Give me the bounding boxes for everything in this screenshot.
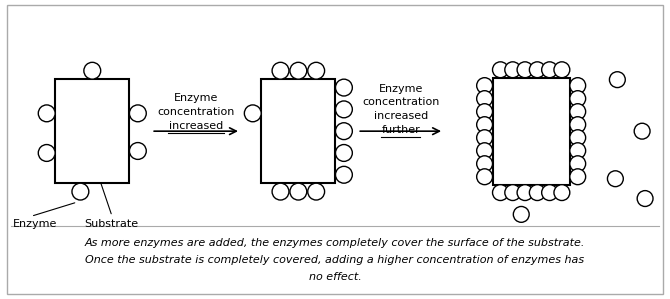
Circle shape bbox=[570, 143, 586, 159]
Circle shape bbox=[513, 207, 529, 222]
Circle shape bbox=[245, 105, 261, 122]
Circle shape bbox=[272, 183, 289, 200]
Text: Enzyme: Enzyme bbox=[13, 219, 58, 229]
Circle shape bbox=[84, 62, 100, 79]
Circle shape bbox=[570, 169, 586, 185]
Text: concentration: concentration bbox=[362, 97, 440, 107]
Circle shape bbox=[72, 183, 89, 200]
Circle shape bbox=[290, 62, 307, 79]
Circle shape bbox=[476, 91, 492, 106]
Circle shape bbox=[336, 166, 352, 183]
Circle shape bbox=[541, 185, 557, 201]
Circle shape bbox=[517, 62, 533, 78]
Circle shape bbox=[541, 62, 557, 78]
Circle shape bbox=[38, 144, 55, 161]
Circle shape bbox=[476, 78, 492, 94]
Circle shape bbox=[129, 143, 146, 159]
Circle shape bbox=[476, 104, 492, 120]
Circle shape bbox=[336, 101, 352, 118]
Circle shape bbox=[608, 171, 623, 187]
Text: concentration: concentration bbox=[157, 107, 234, 117]
Circle shape bbox=[570, 104, 586, 120]
Circle shape bbox=[476, 117, 492, 132]
Circle shape bbox=[529, 185, 545, 201]
Circle shape bbox=[308, 62, 324, 79]
Circle shape bbox=[570, 117, 586, 132]
Circle shape bbox=[637, 191, 653, 207]
Circle shape bbox=[517, 185, 533, 201]
Bar bbox=[492, 78, 570, 185]
Circle shape bbox=[129, 105, 146, 122]
Circle shape bbox=[570, 91, 586, 106]
Circle shape bbox=[492, 185, 509, 201]
Text: Enzyme: Enzyme bbox=[379, 83, 423, 94]
Text: increased: increased bbox=[373, 111, 427, 121]
Circle shape bbox=[634, 123, 650, 139]
Bar bbox=[55, 79, 129, 183]
Circle shape bbox=[308, 183, 324, 200]
Text: Once the substrate is completely covered, adding a higher concentration of enzym: Once the substrate is completely covered… bbox=[86, 255, 584, 265]
Circle shape bbox=[529, 62, 545, 78]
Circle shape bbox=[38, 105, 55, 122]
Circle shape bbox=[336, 144, 352, 161]
Circle shape bbox=[336, 123, 352, 140]
Text: As more enzymes are added, the enzymes completely cover the surface of the subst: As more enzymes are added, the enzymes c… bbox=[85, 238, 585, 248]
Circle shape bbox=[554, 185, 569, 201]
Circle shape bbox=[290, 183, 307, 200]
Circle shape bbox=[492, 62, 509, 78]
Circle shape bbox=[570, 78, 586, 94]
Circle shape bbox=[505, 62, 521, 78]
Circle shape bbox=[610, 72, 625, 88]
Circle shape bbox=[570, 156, 586, 172]
Text: further: further bbox=[381, 125, 420, 135]
Circle shape bbox=[476, 169, 492, 185]
Circle shape bbox=[554, 62, 569, 78]
Circle shape bbox=[505, 185, 521, 201]
Text: Substrate: Substrate bbox=[84, 219, 139, 229]
Circle shape bbox=[272, 62, 289, 79]
Text: no effect.: no effect. bbox=[309, 272, 361, 282]
Circle shape bbox=[336, 79, 352, 96]
Circle shape bbox=[476, 143, 492, 159]
Circle shape bbox=[476, 130, 492, 146]
Text: Enzyme: Enzyme bbox=[174, 93, 218, 103]
Circle shape bbox=[570, 130, 586, 146]
Text: increased: increased bbox=[169, 121, 223, 131]
Circle shape bbox=[476, 156, 492, 172]
Bar bbox=[261, 79, 336, 183]
